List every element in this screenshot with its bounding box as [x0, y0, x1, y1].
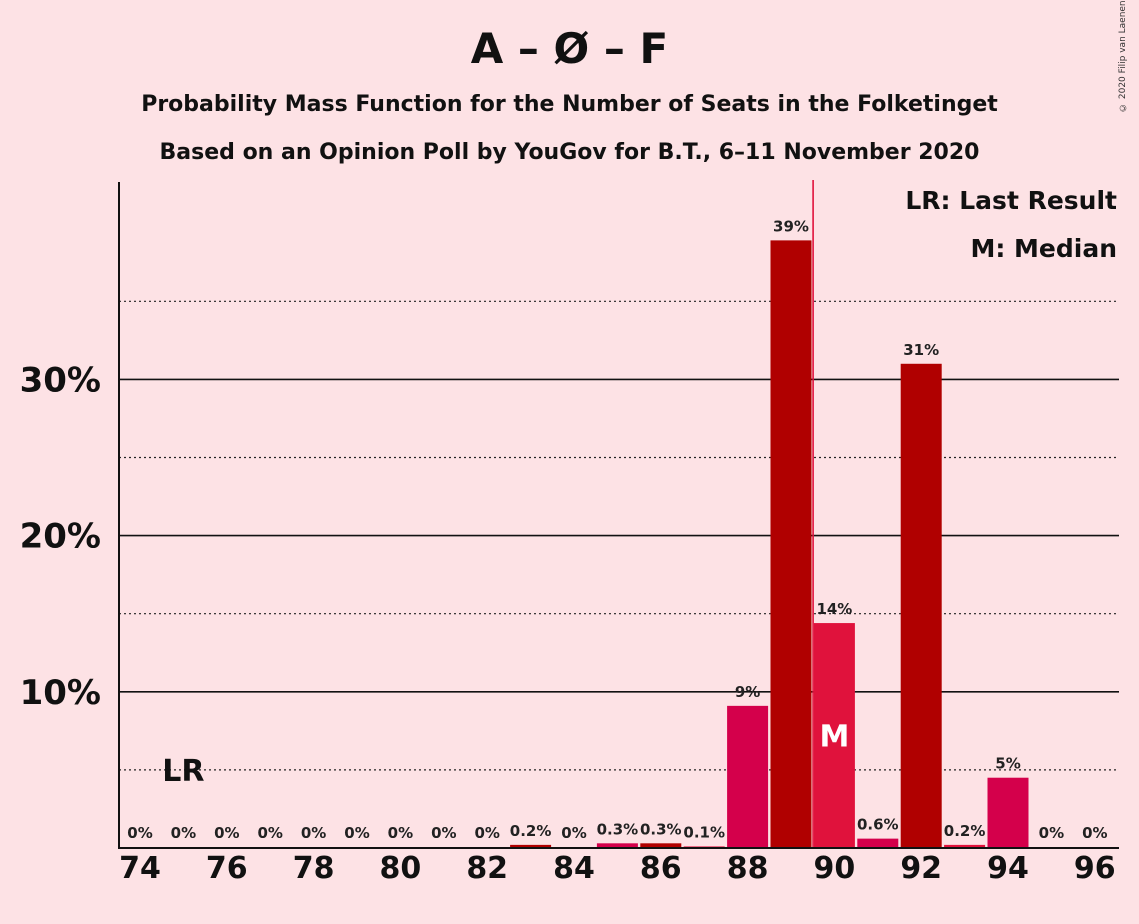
bar [510, 844, 552, 848]
x-tick-label: 94 [987, 851, 1029, 886]
data-label: 0% [257, 824, 282, 842]
data-label: 0.2% [944, 822, 986, 840]
x-tick-label: 86 [640, 851, 682, 886]
data-label: 0% [431, 824, 456, 842]
y-tick-label: 10% [20, 673, 101, 713]
bar [640, 843, 682, 848]
bars [510, 240, 1029, 848]
bar [813, 623, 855, 848]
x-tick-label: 76 [206, 851, 248, 886]
bar [987, 777, 1029, 848]
bar [900, 363, 942, 848]
x-tick-label: 84 [553, 851, 595, 886]
data-label: 0.3% [597, 820, 639, 838]
data-label: 0% [1082, 824, 1107, 842]
data-label: 0.1% [683, 823, 725, 841]
last-result-marker: LR [162, 754, 204, 789]
chart-subtitle: Probability Mass Function for the Number… [141, 92, 998, 117]
data-label: 0% [388, 824, 413, 842]
data-label: 39% [773, 217, 809, 235]
data-label: 0.2% [510, 822, 552, 840]
data-label: 0% [1039, 824, 1064, 842]
gridlines [119, 300, 1119, 771]
axes: 10% 20% 30% 74 76 78 80 82 84 86 88 90 92 94 96 [20, 180, 1119, 886]
data-label: 0% [561, 824, 586, 842]
data-label: 14% [816, 600, 852, 618]
data-label: 0% [344, 824, 369, 842]
chart-subtitle-poll: Based on an Opinion Poll by YouGov for B… [159, 140, 980, 165]
x-tick-label: 92 [900, 851, 942, 886]
y-tick-label: 20% [20, 517, 101, 557]
x-tick-label: 74 [119, 851, 161, 886]
data-label: 0.6% [857, 816, 899, 834]
bar [727, 705, 769, 848]
data-label: 0% [214, 824, 239, 842]
legend-median: M: Median [970, 234, 1117, 263]
data-label: 0.3% [640, 820, 682, 838]
x-tick-label: 78 [293, 851, 335, 886]
median-marker: M [819, 720, 849, 755]
data-label: 5% [995, 755, 1020, 773]
data-label: 0% [127, 824, 152, 842]
bar [596, 843, 638, 848]
x-tick-label: 96 [1074, 851, 1116, 886]
x-tick-label: 88 [727, 851, 769, 886]
data-label: 0% [301, 824, 326, 842]
data-label: 0% [474, 824, 499, 842]
y-tick-label: 30% [20, 360, 101, 400]
bar [770, 240, 812, 848]
data-label: 0% [171, 824, 196, 842]
chart-title: A – Ø – F [470, 24, 669, 73]
bar [857, 838, 899, 848]
x-tick-label: 82 [466, 851, 508, 886]
x-tick-label: 90 [814, 851, 856, 886]
bar [944, 844, 986, 848]
legend-last-result: LR: Last Result [905, 186, 1117, 215]
data-label: 9% [735, 683, 760, 701]
data-labels: 0% 0% 0% 0% 0% 0% 0% 0% 0% 0.2% 0% 0.3% 0.3% 0.1%9%39… [127, 217, 1107, 842]
x-tick-label: 80 [380, 851, 422, 886]
data-label: 31% [903, 341, 939, 359]
